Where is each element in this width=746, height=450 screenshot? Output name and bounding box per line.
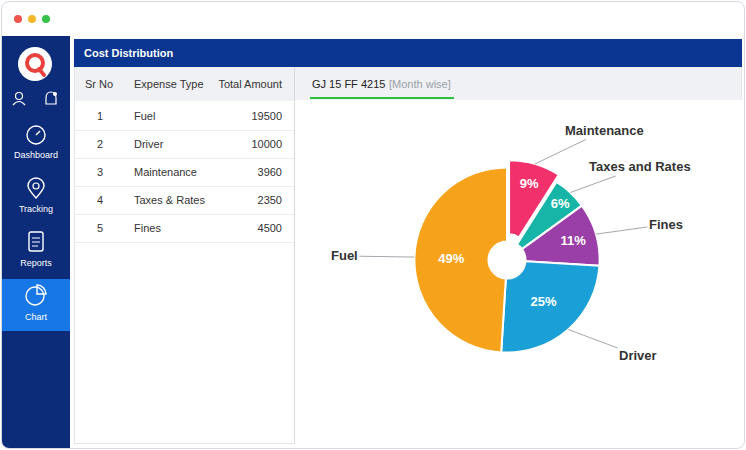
html-text:Tracking: Tracking xyxy=(18,204,54,214)
html-text:5: 5 xyxy=(97,222,104,234)
html-text:Fines: Fines xyxy=(134,222,161,234)
svg-text:Fines: Fines xyxy=(649,217,683,232)
html-text:Sr No: Sr No xyxy=(85,78,114,90)
html-text:Reports: Reports xyxy=(20,258,52,268)
html-text:10000: 10000 xyxy=(251,138,282,150)
html-text:4: 4 xyxy=(97,194,104,206)
html-text:Driver: Driver xyxy=(134,138,164,150)
html-text:Taxes & Rates: Taxes & Rates xyxy=(134,194,205,206)
html-text:2350: 2350 xyxy=(257,194,282,206)
html-text:1: 1 xyxy=(97,110,104,122)
svg-text:49%: 49% xyxy=(438,251,464,266)
svg-text:Taxes and Rates: Taxes and Rates xyxy=(589,159,691,174)
html-text:Dashboard: Dashboard xyxy=(14,150,58,160)
svg-text:6%: 6% xyxy=(551,196,570,211)
html-text:2: 2 xyxy=(97,138,104,150)
html-text:Maintenance: Maintenance xyxy=(134,166,197,178)
html-text:Expense Type: Expense Type xyxy=(134,78,204,90)
html-text:3: 3 xyxy=(97,166,104,178)
html-text:Fuel: Fuel xyxy=(134,110,156,122)
html-text:4500: 4500 xyxy=(257,222,282,234)
html-text:Chart: Chart xyxy=(25,312,47,322)
svg-text:Driver: Driver xyxy=(619,348,657,363)
svg-text:25%: 25% xyxy=(531,294,557,309)
html-text:GJ 15 FF 4215 [Month wise]: GJ 15 FF 4215 [Month wise] xyxy=(312,78,451,90)
svg-text:11%: 11% xyxy=(561,233,587,248)
html-text:Total Amount: Total Amount xyxy=(218,78,282,90)
html-text:Cost Distribution: Cost Distribution xyxy=(84,47,174,59)
svg-text:Maintenance: Maintenance xyxy=(565,123,644,138)
html-text:19500: 19500 xyxy=(251,110,282,122)
svg-text:Fuel: Fuel xyxy=(331,248,358,263)
html-text:3960: 3960 xyxy=(257,166,282,178)
svg-text:9%: 9% xyxy=(520,176,539,191)
